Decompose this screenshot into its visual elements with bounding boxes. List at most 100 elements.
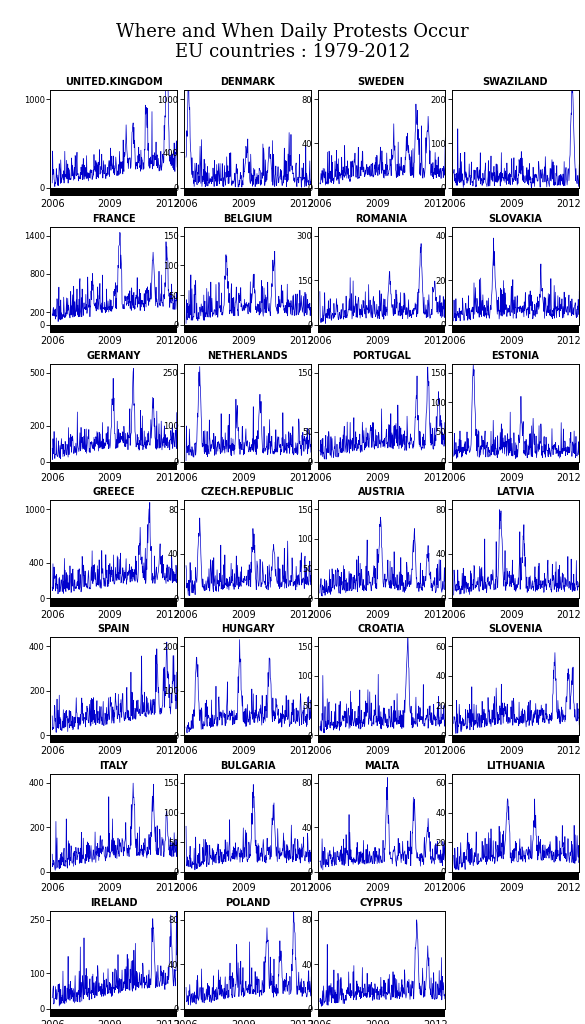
Text: 2012: 2012 xyxy=(155,1020,180,1024)
Text: 2012: 2012 xyxy=(289,473,314,482)
Text: 2012: 2012 xyxy=(289,1020,314,1024)
Text: 2012: 2012 xyxy=(556,473,581,482)
Text: 2006: 2006 xyxy=(441,746,466,757)
Text: 2006: 2006 xyxy=(40,473,64,482)
Text: 2012: 2012 xyxy=(155,609,180,620)
Text: 2009: 2009 xyxy=(98,200,122,209)
Text: 2006: 2006 xyxy=(174,336,198,346)
Text: 2006: 2006 xyxy=(308,336,332,346)
Text: ESTONIA: ESTONIA xyxy=(491,350,539,360)
Text: 2006: 2006 xyxy=(308,1020,332,1024)
Text: 2009: 2009 xyxy=(98,336,122,346)
Text: LITHUANIA: LITHUANIA xyxy=(486,761,545,771)
Text: 2012: 2012 xyxy=(423,746,448,757)
Text: POLAND: POLAND xyxy=(225,898,270,907)
Text: 2009: 2009 xyxy=(499,473,524,482)
Text: 2006: 2006 xyxy=(308,746,332,757)
Text: NETHERLANDS: NETHERLANDS xyxy=(207,350,288,360)
Text: 2012: 2012 xyxy=(155,336,180,346)
Text: 2012: 2012 xyxy=(556,609,581,620)
Text: HUNGARY: HUNGARY xyxy=(221,625,274,634)
Text: 2006: 2006 xyxy=(174,883,198,893)
Text: 2012: 2012 xyxy=(289,883,314,893)
Text: GERMANY: GERMANY xyxy=(87,350,141,360)
Text: 2012: 2012 xyxy=(423,609,448,620)
Text: 2009: 2009 xyxy=(499,200,524,209)
Text: DENMARK: DENMARK xyxy=(220,77,275,87)
Text: 2012: 2012 xyxy=(423,1020,448,1024)
Text: 2006: 2006 xyxy=(40,746,64,757)
Text: 2012: 2012 xyxy=(423,200,448,209)
Text: FRANCE: FRANCE xyxy=(92,214,136,224)
Text: 2009: 2009 xyxy=(232,609,256,620)
Text: 2009: 2009 xyxy=(98,746,122,757)
Text: 2009: 2009 xyxy=(365,200,390,209)
Text: BELGIUM: BELGIUM xyxy=(223,214,272,224)
Text: 2006: 2006 xyxy=(308,473,332,482)
Text: 2009: 2009 xyxy=(499,609,524,620)
Text: 2006: 2006 xyxy=(40,336,64,346)
Text: 2009: 2009 xyxy=(98,609,122,620)
Text: 2009: 2009 xyxy=(365,473,390,482)
Text: 2009: 2009 xyxy=(232,336,256,346)
Text: 2009: 2009 xyxy=(232,746,256,757)
Text: 2012: 2012 xyxy=(155,473,180,482)
Text: 2006: 2006 xyxy=(40,883,64,893)
Text: 2006: 2006 xyxy=(441,473,466,482)
Text: IRELAND: IRELAND xyxy=(90,898,137,907)
Text: 2006: 2006 xyxy=(174,473,198,482)
Text: 2012: 2012 xyxy=(556,746,581,757)
Text: 2006: 2006 xyxy=(174,746,198,757)
Text: MALTA: MALTA xyxy=(364,761,399,771)
Text: PORTUGAL: PORTUGAL xyxy=(352,350,411,360)
Text: 2009: 2009 xyxy=(365,336,390,346)
Text: 2006: 2006 xyxy=(441,336,466,346)
Text: 2009: 2009 xyxy=(232,1020,256,1024)
Text: 2012: 2012 xyxy=(423,473,448,482)
Text: AUSTRIA: AUSTRIA xyxy=(357,487,405,498)
Text: 2012: 2012 xyxy=(155,200,180,209)
Text: 2009: 2009 xyxy=(365,1020,390,1024)
Text: 2012: 2012 xyxy=(423,883,448,893)
Text: 2009: 2009 xyxy=(98,883,122,893)
Text: 2006: 2006 xyxy=(308,883,332,893)
Text: 2012: 2012 xyxy=(556,336,581,346)
Text: SLOVENIA: SLOVENIA xyxy=(488,625,542,634)
Text: 2012: 2012 xyxy=(556,200,581,209)
Text: 2009: 2009 xyxy=(365,746,390,757)
Text: 2012: 2012 xyxy=(423,336,448,346)
Text: SPAIN: SPAIN xyxy=(98,625,130,634)
Text: 2006: 2006 xyxy=(40,609,64,620)
Text: EU countries : 1979-2012: EU countries : 1979-2012 xyxy=(175,43,410,61)
Text: 2006: 2006 xyxy=(441,609,466,620)
Text: 2006: 2006 xyxy=(441,200,466,209)
Text: UNITED.KINGDOM: UNITED.KINGDOM xyxy=(65,77,163,87)
Text: CYPRUS: CYPRUS xyxy=(359,898,403,907)
Text: 2006: 2006 xyxy=(174,609,198,620)
Text: 2009: 2009 xyxy=(499,746,524,757)
Text: SWAZILAND: SWAZILAND xyxy=(483,77,548,87)
Text: SLOVAKIA: SLOVAKIA xyxy=(488,214,542,224)
Text: 2006: 2006 xyxy=(40,1020,64,1024)
Text: 2012: 2012 xyxy=(155,883,180,893)
Text: 2012: 2012 xyxy=(155,746,180,757)
Text: 2012: 2012 xyxy=(556,883,581,893)
Text: 2006: 2006 xyxy=(174,200,198,209)
Text: 2009: 2009 xyxy=(499,336,524,346)
Text: 2009: 2009 xyxy=(98,1020,122,1024)
Text: 2006: 2006 xyxy=(441,883,466,893)
Text: 2009: 2009 xyxy=(499,883,524,893)
Text: 2006: 2006 xyxy=(40,200,64,209)
Text: 2006: 2006 xyxy=(308,609,332,620)
Text: 2006: 2006 xyxy=(174,1020,198,1024)
Text: 2012: 2012 xyxy=(289,746,314,757)
Text: 2009: 2009 xyxy=(232,473,256,482)
Text: 2009: 2009 xyxy=(365,883,390,893)
Text: ROMANIA: ROMANIA xyxy=(355,214,407,224)
Text: 2009: 2009 xyxy=(98,473,122,482)
Text: BULGARIA: BULGARIA xyxy=(220,761,276,771)
Text: SWEDEN: SWEDEN xyxy=(357,77,405,87)
Text: Where and When Daily Protests Occur: Where and When Daily Protests Occur xyxy=(116,23,469,41)
Text: 2009: 2009 xyxy=(232,883,256,893)
Text: 2009: 2009 xyxy=(232,200,256,209)
